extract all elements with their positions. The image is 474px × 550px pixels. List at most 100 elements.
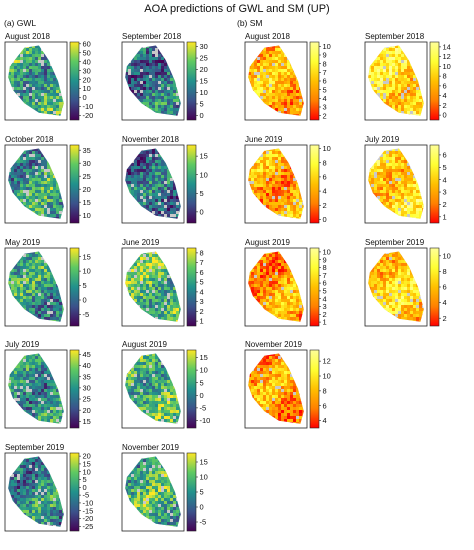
colorbar-tick-label: 20 [83, 75, 91, 84]
colorbar-tick-label: 5 [200, 488, 204, 497]
colorbar-tick-label: 15 [83, 252, 91, 261]
colorbar-tick-label: 0 [200, 207, 204, 216]
panel-sm-15: September 2019 10 8 6 4 2 [364, 238, 451, 327]
colorbar-tick-label: 60 [83, 39, 91, 48]
colorbar-tick-label: 10 [323, 144, 331, 153]
colorbar-tick-label: -20 [83, 514, 94, 523]
colorbar-tick-label: -15 [83, 506, 94, 515]
colorbar-tick-label: -20 [83, 111, 94, 120]
panel-gwl-4: May 2019 15 10 5 0 -5 [4, 238, 91, 327]
panel-title: June 2019 [245, 135, 283, 144]
panel-sm-12: June 2019 10 8 6 4 2 0 [244, 135, 331, 224]
colorbar-tick-label: 5 [83, 475, 87, 484]
colorbar-tick-label: 8 [200, 248, 204, 257]
colorbar-tick-label: 7 [323, 271, 327, 280]
colorbar [186, 349, 197, 429]
colorbar-tick-label: 30 [200, 42, 208, 51]
colorbar-tick-label: 10 [323, 42, 331, 51]
colorbar-tick-label: 4 [443, 298, 447, 307]
colorbar-tick-label: 9 [323, 51, 327, 60]
colorbar-tick-label: 3 [323, 103, 327, 112]
panel-title: August 2018 [5, 32, 50, 41]
colorbar-tick-label: 0 [83, 296, 87, 305]
colorbar-tick-label: 10 [83, 84, 91, 93]
colorbar-tick-label: 0 [443, 111, 447, 120]
panel-title: June 2019 [122, 238, 160, 247]
colorbar-tick-label: 4 [443, 91, 447, 100]
prediction-field [8, 251, 64, 322]
panel-title: July 2019 [365, 135, 400, 144]
colorbar [309, 349, 320, 429]
colorbar-tick-label: 6 [443, 151, 447, 160]
panel-gwl-9: November 2019 15 10 5 0 -5 [121, 443, 208, 532]
colorbar-tick-label: 1 [323, 318, 327, 327]
section-label-gwl: (a) GWL [4, 18, 37, 28]
colorbar-tick-label: 7 [200, 258, 204, 267]
colorbar-tick-label: 2 [443, 101, 447, 110]
colorbar-tick-label: -10 [83, 102, 94, 111]
colorbar-tick-label: 45 [83, 350, 91, 359]
colorbar-tick-label: 3 [323, 302, 327, 311]
colorbar-tick-label: 8 [323, 263, 327, 272]
colorbar-tick-label: 10 [83, 267, 91, 276]
colorbar-tick-label: 9 [323, 255, 327, 264]
colorbar-tick-label: 6 [323, 173, 327, 182]
colorbar-tick-label: 8 [323, 386, 327, 395]
colorbar-tick-label: 25 [83, 172, 91, 181]
colorbar-tick-label: 30 [83, 66, 91, 75]
colorbar-tick-label: 10 [200, 473, 208, 482]
panel-title: November 2019 [122, 443, 179, 452]
colorbar-tick-label: 6 [443, 81, 447, 90]
colorbar-tick-label: -10 [83, 499, 94, 508]
colorbar-tick-label: 15 [200, 152, 208, 161]
colorbar [69, 349, 80, 429]
panel-gwl-1: September 2018 30 25 20 15 10 5 0 [121, 32, 208, 121]
colorbar-tick-label: -10 [200, 416, 211, 425]
panel-gwl-3: November 2018 15 10 5 0 [121, 135, 208, 224]
colorbar-tick-label: 10 [443, 62, 451, 71]
colorbar-tick-label: 40 [83, 361, 91, 370]
colorbar-tick-label: 2 [323, 111, 327, 120]
colorbar-tick-label: 8 [323, 59, 327, 68]
panel-title: August 2018 [245, 32, 290, 41]
colorbar-tick-label: 10 [443, 251, 451, 260]
colorbar-tick-label: 0 [83, 483, 87, 492]
panel-title: July 2019 [5, 340, 40, 349]
colorbar [69, 247, 80, 327]
colorbar-tick-label: 5 [83, 281, 87, 290]
panel-title: August 2019 [122, 340, 167, 349]
colorbar-tick-label: 6 [200, 268, 204, 277]
colorbar-tick-label: 0 [83, 93, 87, 102]
colorbar-tick-label: 12 [443, 52, 451, 61]
colorbar-tick-label: -5 [200, 403, 207, 412]
colorbar-tick-label: 3 [200, 297, 204, 306]
colorbar-tick-label: 1 [200, 317, 204, 326]
panel-sm-13: July 2019 6 5 4 3 2 1 [364, 135, 447, 224]
colorbar-tick-label: -5 [200, 518, 207, 527]
colorbar [429, 144, 440, 224]
colorbar-tick-label: 25 [83, 395, 91, 404]
colorbar-tick-label: 40 [83, 57, 91, 66]
colorbar-tick-label: 15 [200, 458, 208, 467]
colorbar [429, 41, 440, 121]
colorbar-tick-label: 20 [83, 452, 91, 461]
colorbar-tick-label: 25 [200, 54, 208, 63]
section-label-sm: (b) SM [237, 18, 263, 28]
colorbar [69, 41, 80, 121]
colorbar [69, 452, 80, 532]
colorbar-tick-label: 6 [323, 279, 327, 288]
colorbar-tick-label: 6 [323, 401, 327, 410]
colorbar-tick-label: 5 [323, 287, 327, 296]
colorbar-tick-label: 8 [443, 267, 447, 276]
colorbar-tick-label: 0 [200, 391, 204, 400]
figure-title: AOA predictions of GWL and SM (UP) [144, 3, 330, 15]
colorbar-tick-label: 30 [83, 159, 91, 168]
colorbar-tick-label: 8 [443, 72, 447, 81]
colorbar-tick-label: 1 [443, 212, 447, 221]
colorbar-tick-label: 4 [323, 94, 327, 103]
colorbar-tick-label: 4 [323, 187, 327, 196]
